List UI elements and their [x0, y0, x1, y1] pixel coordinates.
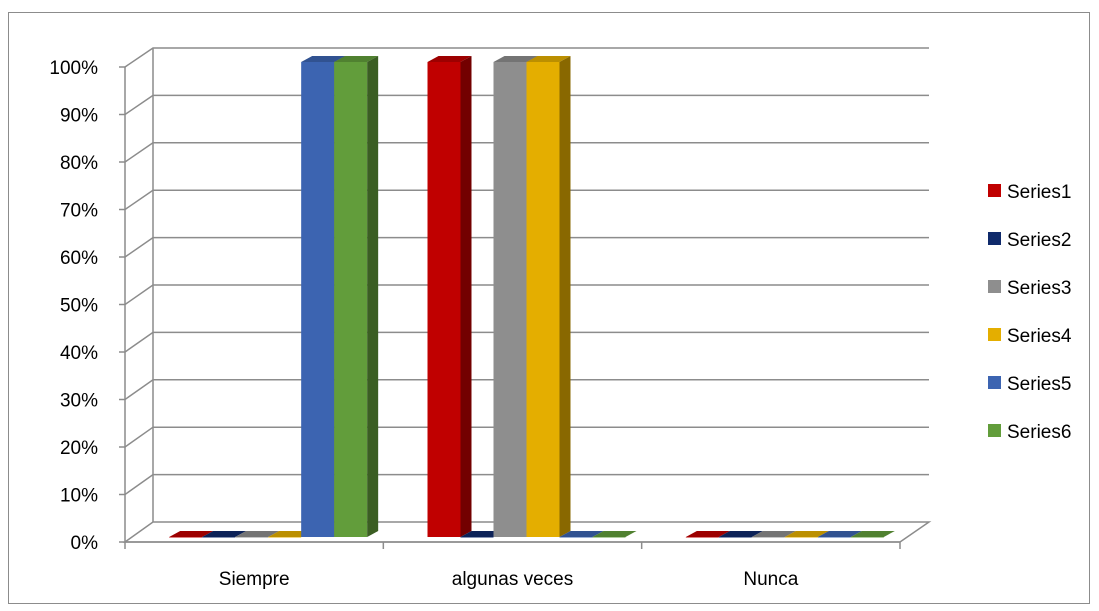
bar-front	[235, 537, 269, 538]
bar	[817, 531, 862, 538]
y-tick-label: 60%	[60, 248, 98, 269]
bar-front	[784, 537, 818, 538]
bar	[718, 531, 763, 538]
bar	[559, 531, 604, 538]
bar	[685, 531, 730, 538]
x-tick-labels: Siempre algunas veces Nunca	[219, 569, 799, 590]
bar	[169, 531, 214, 538]
bar-front	[718, 537, 752, 538]
legend-label: Series6	[1007, 422, 1071, 443]
legend-label: Series4	[1007, 326, 1072, 347]
bar-front	[850, 537, 884, 538]
y-tick-label: 50%	[60, 296, 98, 317]
legend-label: Series3	[1007, 278, 1071, 299]
bar	[592, 531, 637, 538]
y-tick-label: 80%	[60, 153, 98, 174]
bar-front	[526, 62, 560, 537]
bar-top	[235, 531, 280, 537]
x-tick-label: Siempre	[219, 569, 290, 590]
legend-swatch	[988, 376, 1001, 389]
y-tick-label: 30%	[60, 391, 98, 412]
bar	[526, 56, 571, 537]
bar-top	[817, 531, 862, 537]
bar	[751, 531, 796, 538]
bar	[235, 531, 280, 538]
bar	[334, 56, 379, 537]
legend-label: Series2	[1007, 230, 1071, 251]
bar-side	[367, 56, 379, 537]
bar-front	[493, 62, 527, 537]
bar-side	[559, 56, 571, 537]
legend-swatch	[988, 232, 1001, 245]
legend-label: Series5	[1007, 374, 1071, 395]
bar-front	[169, 537, 203, 538]
bar-top	[784, 531, 829, 537]
bar-top	[301, 56, 346, 62]
bar-side	[460, 56, 472, 537]
bar-top	[850, 531, 895, 537]
y-tick-label: 70%	[60, 201, 98, 222]
legend-swatch	[988, 424, 1001, 437]
bar-front	[268, 537, 302, 538]
bar-front	[817, 537, 851, 538]
bar-front	[301, 62, 335, 537]
legend-swatch	[988, 328, 1001, 341]
bar-top	[592, 531, 637, 537]
legend: Series1 Series2 Series3 Series4 Series5 Serie…	[988, 182, 1072, 443]
bar-top	[169, 531, 214, 537]
legend-label: Series1	[1007, 182, 1071, 203]
bar	[427, 56, 472, 537]
bar	[784, 531, 829, 538]
bar	[850, 531, 895, 538]
y-tick-labels: 0% 10% 20% 30% 40% 50% 60% 70% 80% 90% 100%	[49, 58, 98, 554]
axes	[119, 48, 901, 549]
legend-swatch	[988, 280, 1001, 293]
bar-front	[592, 537, 626, 538]
bar	[202, 531, 247, 538]
bar-top	[751, 531, 796, 537]
bar-top	[685, 531, 730, 537]
bar-front	[751, 537, 785, 538]
bar-front	[202, 537, 236, 538]
x-tick-label: Nunca	[743, 569, 798, 590]
y-tick-label: 0%	[71, 533, 99, 554]
bar-front	[685, 537, 719, 538]
bar-front	[334, 62, 368, 537]
bars	[169, 56, 895, 538]
bar-top	[202, 531, 247, 537]
bar-front	[559, 537, 593, 538]
bar-top	[559, 531, 604, 537]
bar-front	[427, 62, 461, 537]
bar-top	[526, 56, 571, 62]
y-tick-label: 10%	[60, 486, 98, 507]
y-tick-label: 20%	[60, 438, 98, 459]
y-tick-label: 90%	[60, 106, 98, 127]
bar-top	[718, 531, 763, 537]
bar-front	[460, 537, 494, 538]
x-tick-label: algunas veces	[452, 569, 573, 590]
bar-top	[493, 56, 538, 62]
y-tick-label: 100%	[49, 58, 98, 79]
bar-top	[334, 56, 379, 62]
legend-swatch	[988, 184, 1001, 197]
bar-top	[427, 56, 472, 62]
y-tick-label: 40%	[60, 343, 98, 364]
